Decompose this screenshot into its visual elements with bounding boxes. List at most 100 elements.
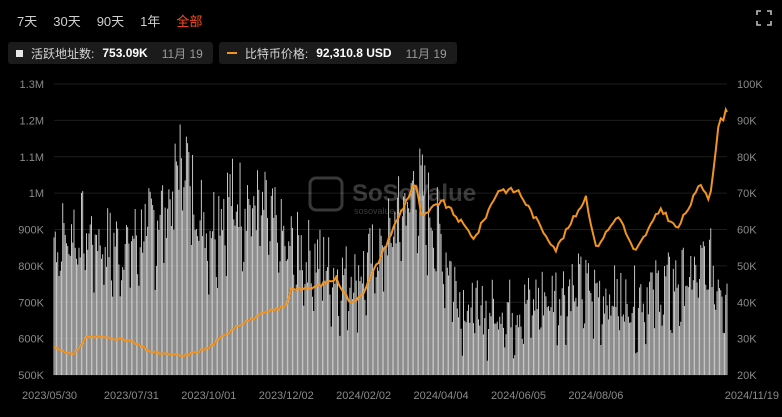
bar (651, 272, 653, 375)
bar (148, 188, 150, 375)
legend-price-date: 11月 19 (405, 46, 447, 61)
bar (664, 265, 666, 375)
bar (607, 319, 609, 375)
legend-btc-price[interactable]: 比特币价格: 92,310.8 USD 11月 19 (218, 42, 457, 64)
x-tick-label: 2024/08/06 (568, 390, 623, 402)
bar (350, 276, 352, 375)
bar (232, 158, 234, 375)
bar (720, 290, 722, 375)
x-tick-label: 2024/06/05 (491, 390, 546, 402)
bar (139, 247, 141, 375)
bar (711, 287, 713, 375)
bar (338, 316, 340, 375)
bar (179, 124, 181, 375)
bar (710, 228, 712, 375)
bar (398, 176, 400, 375)
tab-range-2[interactable]: 90天 (96, 14, 125, 29)
bar (71, 224, 72, 375)
bar (594, 269, 596, 375)
bar (304, 284, 306, 375)
legend-price-name: 比特币价格: (244, 46, 309, 61)
bar (528, 277, 529, 375)
legend-price-value: 92,310.8 USD (316, 46, 392, 60)
bar (383, 291, 385, 375)
legend-active-addresses[interactable]: 活跃地址数: 753.09K 11月 19 (8, 42, 213, 64)
bar (631, 313, 633, 375)
bar (575, 297, 577, 375)
bar (292, 227, 293, 375)
bar (63, 223, 65, 375)
bar (714, 304, 715, 375)
bar (484, 318, 486, 375)
bar (233, 219, 235, 375)
bar (591, 301, 593, 375)
tab-range-0[interactable]: 7天 (17, 14, 38, 29)
bar (456, 308, 458, 375)
bar (312, 296, 313, 375)
bar (305, 262, 307, 375)
bar (142, 252, 144, 375)
bar (289, 245, 291, 375)
bar (162, 185, 164, 375)
bar (264, 171, 266, 375)
bar (680, 321, 682, 375)
bar (379, 228, 381, 375)
bar (310, 283, 312, 375)
bar (460, 328, 462, 375)
bar (168, 189, 170, 375)
bar (406, 201, 408, 375)
bar (153, 209, 155, 375)
bar (474, 333, 476, 375)
bar (128, 243, 130, 375)
bar (375, 277, 377, 375)
bar (132, 235, 134, 375)
bar (369, 227, 371, 375)
bar (615, 306, 617, 375)
fullscreen-icon[interactable] (756, 10, 772, 26)
bar (518, 327, 519, 375)
bar (463, 290, 464, 375)
bar (284, 246, 286, 375)
tab-range-1[interactable]: 30天 (53, 14, 81, 29)
range-tabs: 7天 30天 90天 1年 全部 (9, 8, 210, 33)
x-tick-label: 2024/04/04 (414, 390, 469, 402)
legend-addresses-date: 11月 19 (161, 46, 203, 61)
bar (64, 235, 66, 375)
bar (546, 307, 548, 375)
bar (127, 227, 129, 375)
bar (424, 165, 426, 375)
bar (681, 249, 683, 375)
bar (98, 229, 100, 375)
bar (529, 289, 531, 375)
bar (657, 270, 659, 375)
bar (87, 249, 89, 375)
bar (274, 187, 276, 375)
bar (436, 187, 438, 375)
bar (478, 319, 479, 375)
bar (712, 265, 714, 375)
bar (118, 264, 120, 375)
bar (358, 265, 360, 375)
bar (208, 294, 210, 375)
bar (334, 283, 336, 375)
bar (341, 257, 343, 375)
bar (642, 303, 644, 375)
tab-range-3[interactable]: 1年 (140, 14, 161, 29)
bar (545, 296, 547, 375)
line-series-swatch (226, 52, 237, 54)
bar (617, 316, 619, 375)
bar (249, 204, 251, 375)
bar (210, 238, 212, 375)
bar (189, 186, 191, 375)
y-left-tick-label: 1M (29, 188, 44, 200)
bar (556, 345, 558, 375)
bar (348, 311, 350, 375)
bar (275, 215, 277, 375)
y-left-tick-label: 600K (18, 334, 44, 346)
bar (229, 174, 231, 375)
bar (119, 296, 121, 375)
tab-range-4[interactable]: 全部 (176, 14, 203, 29)
bar (285, 260, 287, 375)
bar (508, 302, 509, 375)
